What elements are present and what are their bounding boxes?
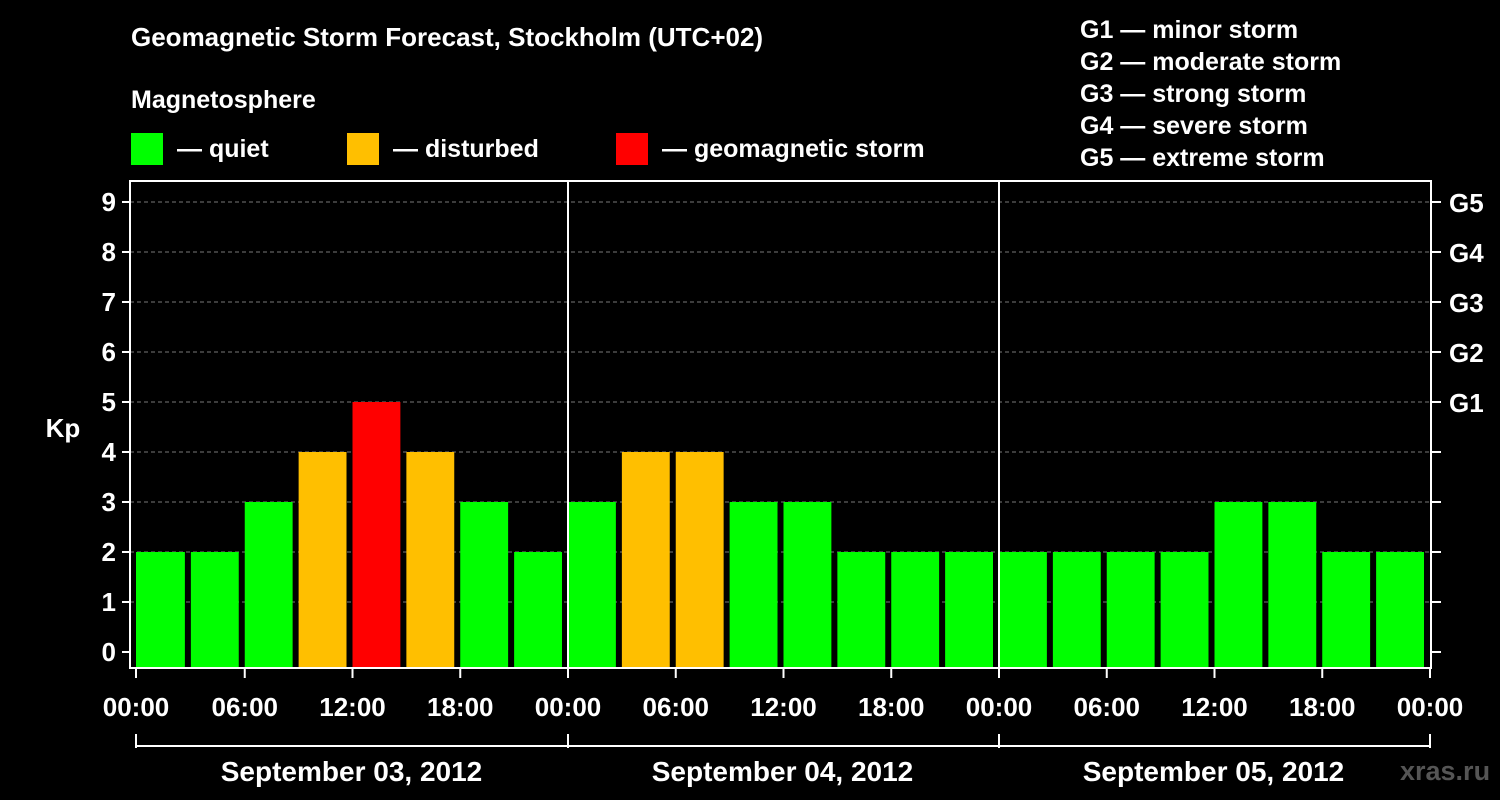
bar-8 bbox=[568, 502, 616, 668]
x-tick-label-0: 00:00 bbox=[103, 692, 170, 722]
bar-0 bbox=[136, 552, 185, 668]
x-tick-label-10: 12:00 bbox=[1181, 692, 1248, 722]
bar-15 bbox=[945, 552, 993, 668]
legend-label-storm: — geomagnetic storm bbox=[662, 134, 925, 163]
date-label-0: September 03, 2012 bbox=[221, 756, 483, 787]
x-tick-label-1: 06:00 bbox=[212, 692, 279, 722]
x-tick-label-9: 06:00 bbox=[1074, 692, 1141, 722]
date-label-2: September 05, 2012 bbox=[1083, 756, 1345, 787]
legend-swatch-quiet bbox=[131, 133, 163, 165]
right-axis-label-g5: G5 bbox=[1449, 188, 1484, 218]
y-tick-label-3: 3 bbox=[102, 487, 116, 517]
plot-frame bbox=[129, 180, 1432, 669]
y-tick-label-1: 1 bbox=[102, 587, 116, 617]
bar-13 bbox=[837, 552, 886, 668]
bar-1 bbox=[190, 552, 239, 668]
bar-2 bbox=[244, 502, 293, 668]
right-axis-label-g2: G2 bbox=[1449, 338, 1484, 368]
bar-9 bbox=[621, 452, 670, 668]
bar-18 bbox=[1106, 552, 1155, 668]
bar-11 bbox=[729, 502, 778, 668]
x-tick-label-8: 00:00 bbox=[966, 692, 1033, 722]
bar-20 bbox=[1214, 502, 1263, 668]
legend-item-disturbed: — disturbed bbox=[347, 133, 539, 165]
y-tick-label-2: 2 bbox=[102, 537, 116, 567]
x-tick-label-7: 18:00 bbox=[858, 692, 925, 722]
legend-label-disturbed: — disturbed bbox=[393, 134, 539, 163]
y-tick-label-6: 6 bbox=[102, 337, 116, 367]
right-axis-label-g3: G3 bbox=[1449, 288, 1484, 318]
y-tick-label-5: 5 bbox=[102, 387, 116, 417]
y-tick-label-0: 0 bbox=[102, 637, 116, 667]
x-tick-label-5: 06:00 bbox=[643, 692, 710, 722]
bar-6 bbox=[460, 502, 509, 668]
storm-scale-g3: G3 — strong storm bbox=[1080, 80, 1307, 108]
bar-3 bbox=[298, 452, 347, 668]
chart-title: Geomagnetic Storm Forecast, Stockholm (U… bbox=[131, 22, 764, 52]
storm-scale-g1: G1 — minor storm bbox=[1080, 16, 1299, 44]
bar-17 bbox=[1052, 552, 1101, 668]
storm-scale-g4: G4 — severe storm bbox=[1080, 112, 1308, 140]
y-tick-label-4: 4 bbox=[102, 437, 117, 467]
x-tick-label-6: 12:00 bbox=[750, 692, 817, 722]
bar-12 bbox=[783, 502, 832, 668]
legend-item-quiet: — quiet bbox=[131, 133, 269, 165]
bar-16 bbox=[999, 552, 1047, 668]
x-tick-label-3: 18:00 bbox=[427, 692, 494, 722]
x-tick-label-12: 00:00 bbox=[1397, 692, 1464, 722]
legend-swatch-disturbed bbox=[347, 133, 379, 165]
right-axis-label-g1: G1 bbox=[1449, 388, 1484, 418]
y-tick-label-7: 7 bbox=[102, 287, 116, 317]
storm-scale-legend: G1 — minor storm G2 — moderate storm G3 … bbox=[1080, 14, 1341, 174]
bar-23 bbox=[1376, 552, 1424, 668]
x-tick-label-2: 12:00 bbox=[319, 692, 386, 722]
right-axis-label-g4: G4 bbox=[1449, 238, 1484, 268]
legend-swatch-storm bbox=[616, 133, 648, 165]
x-tick-label-4: 00:00 bbox=[535, 692, 602, 722]
storm-scale-g5: G5 — extreme storm bbox=[1080, 144, 1325, 172]
y-tick-label-9: 9 bbox=[102, 187, 116, 217]
y-tick-label-8: 8 bbox=[102, 237, 116, 267]
x-tick-label-11: 18:00 bbox=[1289, 692, 1356, 722]
bar-21 bbox=[1268, 502, 1317, 668]
date-label-1: September 04, 2012 bbox=[652, 756, 914, 787]
bar-10 bbox=[675, 452, 724, 668]
bar-7 bbox=[514, 552, 562, 668]
bar-4 bbox=[352, 402, 401, 668]
legend-item-storm: — geomagnetic storm bbox=[616, 133, 925, 165]
storm-scale-g2: G2 — moderate storm bbox=[1080, 48, 1342, 76]
bar-22 bbox=[1322, 552, 1371, 668]
bar-19 bbox=[1160, 552, 1209, 668]
y-axis-label: Kp bbox=[46, 413, 81, 443]
legend-heading: Magnetosphere bbox=[131, 86, 316, 114]
bar-14 bbox=[891, 552, 940, 668]
legend-label-quiet: — quiet bbox=[177, 134, 269, 163]
source-credit: xras.ru bbox=[1400, 756, 1491, 786]
bar-5 bbox=[406, 452, 455, 668]
